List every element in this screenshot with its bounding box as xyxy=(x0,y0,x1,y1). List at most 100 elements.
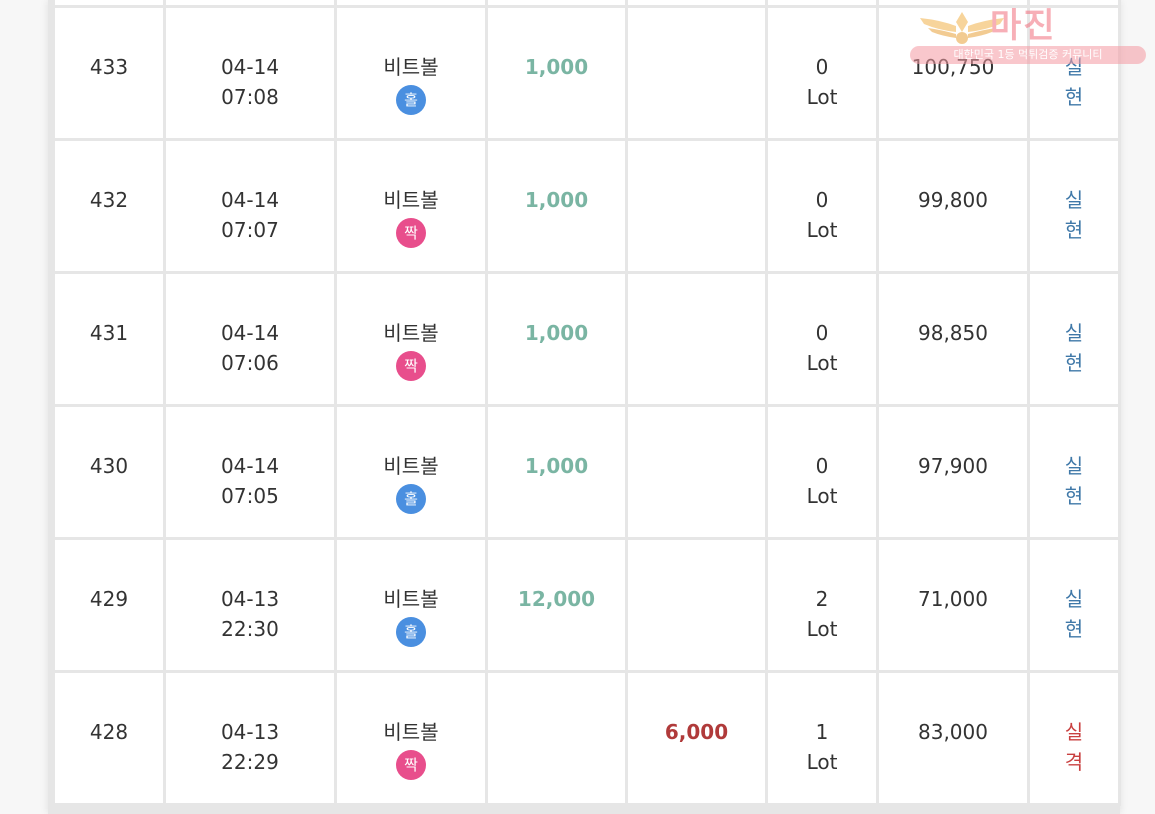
win-amount: 12,000 xyxy=(517,587,596,611)
table-row: 433 04-14 07:08 비트볼 홀 1,000 xyxy=(55,8,1118,138)
round-number-cell: 433 xyxy=(55,8,163,138)
win-amount-cell: 1,000 xyxy=(488,0,625,5)
site-watermark: 마진 대한민국 1등 먹튀검증 커뮤니티 xyxy=(908,6,1148,66)
lot-unit: Lot xyxy=(806,85,838,109)
lot-cell: 0 Lot xyxy=(768,407,876,537)
lose-amount-cell xyxy=(628,274,765,404)
datetime-cell: 04-14 07:06 xyxy=(166,274,334,404)
lot-unit: Lot xyxy=(806,218,838,242)
balance-cell: 97,900 xyxy=(879,407,1027,537)
lose-amount: 6,000 xyxy=(664,720,729,744)
status-text-bottom: 현 xyxy=(1064,617,1084,641)
bet-time: 07:07 xyxy=(221,218,279,242)
win-amount-cell xyxy=(488,673,625,803)
round-number: 428 xyxy=(89,720,129,744)
lose-amount-cell xyxy=(628,540,765,670)
bet-time: 07:06 xyxy=(221,351,279,375)
status-text-bottom: 현 xyxy=(1064,85,1084,109)
status-text-bottom: 현 xyxy=(1064,484,1084,508)
lose-amount-cell: 6,000 xyxy=(628,673,765,803)
status-text-top: 실 xyxy=(1064,321,1084,345)
bet-date: 04-14 xyxy=(220,454,280,478)
lot-count: 2 xyxy=(815,587,829,611)
game-cell: 비트볼 짝 xyxy=(337,673,485,803)
pick-badge: 짝 xyxy=(396,351,426,381)
status-cell: 실 현 xyxy=(1030,274,1118,404)
balance-cell: 101,700 xyxy=(879,0,1027,5)
round-number-cell: 428 xyxy=(55,673,163,803)
bet-history-rows: 434 04-14 07:09 비트볼 짝 1,000 xyxy=(55,0,1118,803)
lot-cell: 0 Lot xyxy=(768,8,876,138)
bet-time: 22:29 xyxy=(221,750,279,774)
round-number: 432 xyxy=(89,188,129,212)
game-cell: 비트볼 짝 xyxy=(337,274,485,404)
balance-amount: 99,800 xyxy=(918,188,988,212)
table-row: 428 04-13 22:29 비트볼 짝 6,000 xyxy=(55,673,1118,803)
datetime-cell: 04-14 07:07 xyxy=(166,141,334,271)
table-row: 432 04-14 07:07 비트볼 짝 1,000 xyxy=(55,141,1118,271)
datetime-cell: 04-14 07:09 xyxy=(166,0,334,5)
status-cell: 실 현 xyxy=(1030,8,1118,138)
win-amount-cell: 12,000 xyxy=(488,540,625,670)
status-cell: 실 현 xyxy=(1030,407,1118,537)
balance-cell: 99,800 xyxy=(879,141,1027,271)
balance-amount: 97,900 xyxy=(918,454,988,478)
game-name: 비트볼 xyxy=(383,188,439,212)
win-amount: 1,000 xyxy=(524,55,589,79)
status-text-top: 실 xyxy=(1064,188,1084,212)
round-number-cell: 430 xyxy=(55,407,163,537)
game-name: 비트볼 xyxy=(383,720,439,744)
lot-unit: Lot xyxy=(806,351,838,375)
lot-unit: Lot xyxy=(806,484,838,508)
lose-amount-cell xyxy=(628,8,765,138)
round-number: 433 xyxy=(89,55,129,79)
win-amount: 1,000 xyxy=(524,454,589,478)
game-cell: 비트볼 홀 xyxy=(337,407,485,537)
bet-history-table: 434 04-14 07:09 비트볼 짝 1,000 xyxy=(52,0,1121,806)
win-amount-cell: 1,000 xyxy=(488,8,625,138)
game-name: 비트볼 xyxy=(383,55,439,79)
game-name: 비트볼 xyxy=(383,321,439,345)
game-cell: 비트볼 홀 xyxy=(337,540,485,670)
status-cell: 실 현 xyxy=(1030,540,1118,670)
eagle-emblem-icon xyxy=(920,12,1004,44)
pick-badge: 짝 xyxy=(396,218,426,248)
status-cell: 실 격 xyxy=(1030,673,1118,803)
win-amount-cell: 1,000 xyxy=(488,274,625,404)
round-number: 430 xyxy=(89,454,129,478)
pick-badge: 홀 xyxy=(396,617,426,647)
table-row: 431 04-14 07:06 비트볼 짝 1,000 xyxy=(55,274,1118,404)
game-name: 비트볼 xyxy=(383,587,439,611)
lot-cell: 0 Lot xyxy=(768,141,876,271)
status-text-bottom: 현 xyxy=(1064,218,1084,242)
win-amount: 1,000 xyxy=(524,188,589,212)
status-cell: 실 현 xyxy=(1030,0,1118,5)
bet-date: 04-13 xyxy=(220,587,280,611)
round-number: 431 xyxy=(89,321,129,345)
round-number-cell: 429 xyxy=(55,540,163,670)
status-cell: 실 현 xyxy=(1030,141,1118,271)
table-row: 430 04-14 07:05 비트볼 홀 1,000 xyxy=(55,407,1118,537)
lose-amount-cell xyxy=(628,141,765,271)
lot-count: 0 xyxy=(815,321,829,345)
lot-count: 0 xyxy=(815,188,829,212)
lot-cell: 2 Lot xyxy=(768,540,876,670)
datetime-cell: 04-14 07:08 xyxy=(166,8,334,138)
balance-cell: 71,000 xyxy=(879,540,1027,670)
bet-date: 04-14 xyxy=(220,188,280,212)
lot-unit: Lot xyxy=(806,617,838,641)
lose-amount-cell xyxy=(628,407,765,537)
bet-time: 07:08 xyxy=(221,85,279,109)
game-cell: 비트볼 짝 xyxy=(337,141,485,271)
datetime-cell: 04-13 22:30 xyxy=(166,540,334,670)
datetime-cell: 04-13 22:29 xyxy=(166,673,334,803)
status-text-top: 실 xyxy=(1064,720,1084,744)
pick-badge: 짝 xyxy=(396,750,426,780)
lot-count: 0 xyxy=(815,454,829,478)
lose-amount-cell xyxy=(628,0,765,5)
round-number-cell: 431 xyxy=(55,274,163,404)
pick-badge: 홀 xyxy=(396,484,426,514)
lot-cell: 0 Lot xyxy=(768,274,876,404)
lot-count: 0 xyxy=(815,55,829,79)
